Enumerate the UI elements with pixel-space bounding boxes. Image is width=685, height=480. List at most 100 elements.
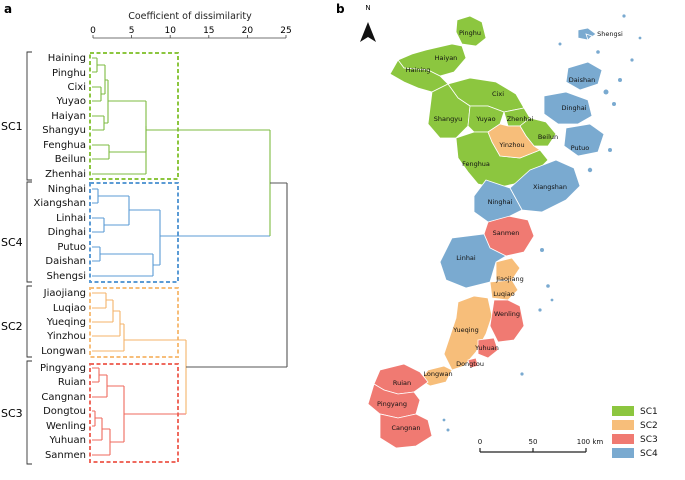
leaf-label: Linhai (56, 213, 86, 224)
group-label-sc4: SC4 (1, 236, 23, 249)
map-label: Zhenhai (507, 115, 534, 123)
bracket-sc2 (26, 285, 32, 358)
group-brackets (26, 51, 32, 465)
region-yueqing (443, 295, 493, 371)
map-labels: Pinghu Haiyan Haining Cixi Shangyu Yuyao… (377, 29, 623, 432)
region-dinghai (543, 91, 593, 125)
region-putuo (563, 123, 605, 157)
leaf-label: Luqiao (53, 303, 86, 314)
region-shangyu (427, 83, 471, 139)
map-label: Haining (406, 66, 431, 74)
map-label: Wenling (494, 310, 520, 318)
north-arrow: N (360, 4, 376, 42)
region-luqiao (489, 279, 519, 301)
map-label: Ruian (393, 379, 411, 387)
region-linhai (439, 233, 507, 289)
scale-tick-label: 50 (529, 438, 538, 446)
axis-tick-label: 20 (242, 26, 254, 36)
leaf-label: Dinghai (48, 227, 86, 238)
map-label: Shengsi (597, 30, 623, 38)
region-jiaojiang (495, 257, 521, 281)
map-label: Yuhuan (474, 344, 499, 352)
tree-sc3 (92, 340, 187, 456)
region-yinzhou (487, 123, 541, 159)
leaf-label: Yuyao (56, 96, 86, 107)
region-sc2 (419, 123, 541, 387)
axis-tick-label: 10 (164, 26, 176, 36)
map-label: Sanmen (493, 229, 520, 237)
box-sc4 (89, 182, 179, 283)
region-sc4 (439, 27, 605, 289)
leaf-label: Beilun (55, 154, 86, 165)
map-label: Fenghua (462, 160, 490, 168)
leaf-label: Shangyu (42, 125, 86, 136)
map-label: Pinghu (459, 29, 481, 37)
map-label: Daishan (569, 76, 595, 84)
leaf-label: Fenghua (43, 140, 86, 151)
region-cangnan (379, 413, 433, 449)
map-label: Xiangshan (533, 183, 567, 191)
legend-label: SC2 (640, 421, 658, 431)
map-label: Jiaojiang (495, 275, 524, 283)
tree-sc2 (92, 292, 186, 352)
map-label: Dinghai (562, 104, 587, 112)
leaf-label: Yueqing (46, 317, 86, 328)
bracket-sc4 (26, 181, 32, 283)
map-label: Yueqing (452, 326, 479, 334)
axis-tick-label: 25 (280, 26, 291, 36)
axis-tick-label: 15 (203, 26, 214, 36)
map-label: Yuyao (475, 115, 495, 123)
map-label: Longwan (423, 370, 452, 378)
panel-b-letter: b (336, 2, 345, 16)
leaf-label: Shengsi (46, 271, 86, 282)
leaf-label: Haiyan (51, 111, 86, 122)
map-label: Pingyang (377, 400, 407, 408)
axis-ticks: 0 5 10 15 20 25 (90, 26, 292, 38)
legend-swatch-sc2 (612, 420, 634, 430)
map-label: Dongtou (456, 360, 484, 368)
region-wenling (489, 299, 525, 343)
axis-tick-label: 5 (129, 26, 135, 36)
region-yuhuan (477, 337, 499, 359)
scale-tick-label: 100 km (577, 438, 604, 446)
map-label: Haiyan (435, 54, 458, 62)
scale-tick-label: 0 (478, 438, 482, 446)
region-dongtou (467, 357, 479, 369)
leaf-label: Wenling (46, 421, 86, 432)
leaf-label: Cixi (68, 82, 86, 93)
box-sc3 (89, 363, 179, 463)
legend: SC1 SC2 SC3 SC4 (612, 406, 658, 459)
leaf-label: Pinghu (52, 68, 86, 79)
leaf-label: Zhenhai (45, 169, 86, 180)
map-label: Shangyu (434, 115, 462, 123)
group-label-sc1: SC1 (1, 120, 23, 133)
leaf-label: Xiangshan (34, 198, 86, 209)
tree-sc1 (92, 57, 270, 175)
region-xiangshan (509, 159, 581, 213)
leaf-label: Yinzhou (46, 331, 86, 342)
scale-bar: 0 50 100 km (478, 438, 604, 453)
islands (442, 14, 642, 432)
group-label-sc2: SC2 (1, 320, 23, 333)
panel-a: a Coefficient of dissimilarity 0 5 10 15 20 2… (1, 2, 292, 465)
leaf-labels: Haining Pinghu Cixi Yuyao Haiyan Shangyu… (34, 53, 86, 461)
region-ninghai (473, 179, 523, 223)
map-label: Putuo (571, 144, 590, 152)
region-pingyang (367, 383, 421, 419)
leaf-label: Pingyang (40, 363, 86, 374)
map-label: Linhai (456, 254, 476, 262)
map-label: Cangnan (392, 424, 421, 432)
leaf-label: Longwan (41, 346, 86, 357)
leaf-label: Daishan (45, 256, 86, 267)
leaf-label: Sanmen (45, 450, 86, 461)
legend-label: SC4 (640, 449, 658, 459)
axis-tick-label: 0 (90, 26, 96, 36)
leaf-label: Ninghai (48, 184, 86, 195)
leaf-label: Dongtou (43, 406, 86, 417)
panel-a-letter: a (4, 2, 12, 16)
box-sc2 (89, 287, 179, 358)
axis-title: Coefficient of dissimilarity (128, 11, 252, 22)
bracket-sc3 (26, 360, 32, 465)
map-label: Ninghai (488, 198, 513, 206)
